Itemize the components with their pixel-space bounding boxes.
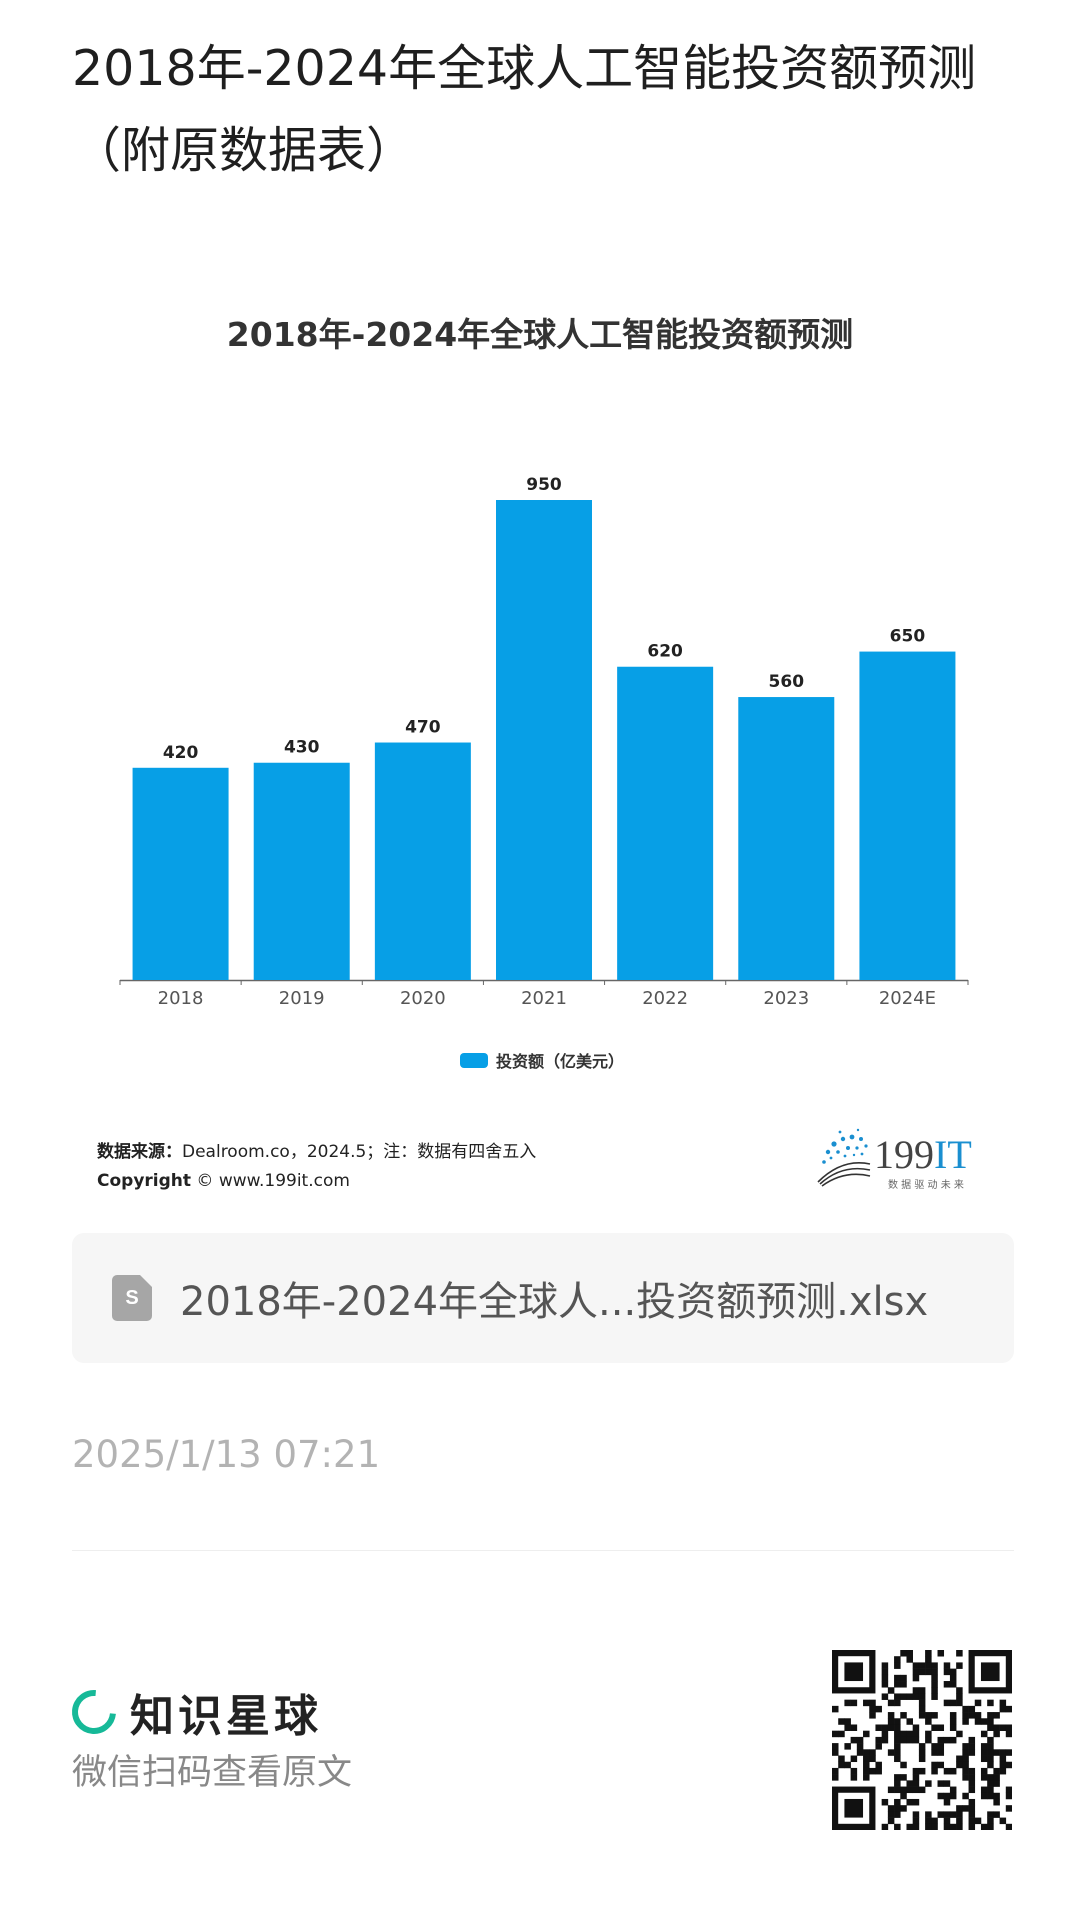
bar-2023 xyxy=(738,697,835,980)
source-text: Dealroom.co，2024.5；注：数据有四舍五入 xyxy=(182,1142,537,1162)
legend-label: 投资额（亿美元） xyxy=(496,1052,625,1071)
brand-tagline: 数 据 驱 动 未 来 xyxy=(888,1178,964,1191)
x-tick-label-2023: 2023 xyxy=(763,988,809,1009)
data-label-2021: 950 xyxy=(526,475,562,495)
attachment-file-name: 2018年-2024年全球人...投资额预测.xlsx xyxy=(180,1279,929,1325)
data-label-2024E: 650 xyxy=(890,627,926,647)
legend-swatch xyxy=(460,1052,488,1068)
chart-legend: 投资额（亿美元） xyxy=(460,1048,624,1072)
bar-2022 xyxy=(617,666,714,980)
data-label-2018: 420 xyxy=(163,743,199,763)
source-note: 数据来源：Dealroom.co，2024.5；注：数据有四舍五入 Copyri… xyxy=(97,1138,536,1196)
x-tick-label-2021: 2021 xyxy=(521,988,567,1009)
source-label: 数据来源： xyxy=(97,1142,182,1162)
bar-2020 xyxy=(374,742,471,980)
brand-name: 199IT xyxy=(874,1132,972,1177)
chart-title: 2018年-2024年全球人工智能投资额预测 xyxy=(226,315,854,354)
file-icon-letter: S xyxy=(125,1287,139,1309)
data-label-2023: 560 xyxy=(769,672,805,692)
spreadsheet-file-icon: S xyxy=(112,1275,152,1321)
copyright-symbol: © xyxy=(196,1171,214,1191)
zsxq-name: 知识星球 xyxy=(130,1691,322,1742)
copyright-site: www.199it.com xyxy=(218,1171,350,1191)
data-label-2022: 620 xyxy=(647,642,683,662)
data-label-2020: 470 xyxy=(405,718,441,738)
x-tick-label-2019: 2019 xyxy=(279,988,325,1009)
x-tick-label-2022: 2022 xyxy=(642,988,688,1009)
bar-2018 xyxy=(132,767,229,980)
attachment-card[interactable]: S 2018年-2024年全球人...投资额预测.xlsx xyxy=(72,1233,1014,1363)
zsxq-logo: 知识星球 xyxy=(63,1680,322,1744)
bar-2019 xyxy=(253,762,350,980)
x-tick-label-2024E: 2024E xyxy=(879,988,936,1009)
data-label-2019: 430 xyxy=(284,738,320,758)
divider xyxy=(72,1550,1014,1551)
x-tick-label-2020: 2020 xyxy=(400,988,446,1009)
scan-hint: 微信扫码查看原文 xyxy=(72,1753,353,1793)
199it-logo: 199IT 数 据 驱 动 未 来 xyxy=(817,1128,972,1191)
qr-code-icon[interactable] xyxy=(832,1650,1012,1830)
dandelion-icon xyxy=(822,1128,868,1164)
copyright-label: Copyright xyxy=(97,1171,192,1191)
copyright-line: Copyright © www.199it.com xyxy=(97,1167,536,1196)
source-line: 数据来源：Dealroom.co，2024.5；注：数据有四舍五入 xyxy=(97,1138,536,1167)
bar-chart: 420 2018 430 2019 470 2020 950 2021 620 2022 560 20… xyxy=(119,475,969,1009)
post-date: 2025/1/13 07:21 xyxy=(72,1433,381,1476)
zsxq-ring-icon xyxy=(63,1681,125,1743)
bar-2021 xyxy=(496,500,592,980)
dandelion-stem xyxy=(817,1162,871,1187)
x-tick-label-2018: 2018 xyxy=(158,988,204,1009)
page-title: 2018年-2024年全球人工智能投资额预测（附原数据表） xyxy=(72,40,977,179)
bar-2024E xyxy=(859,651,956,980)
